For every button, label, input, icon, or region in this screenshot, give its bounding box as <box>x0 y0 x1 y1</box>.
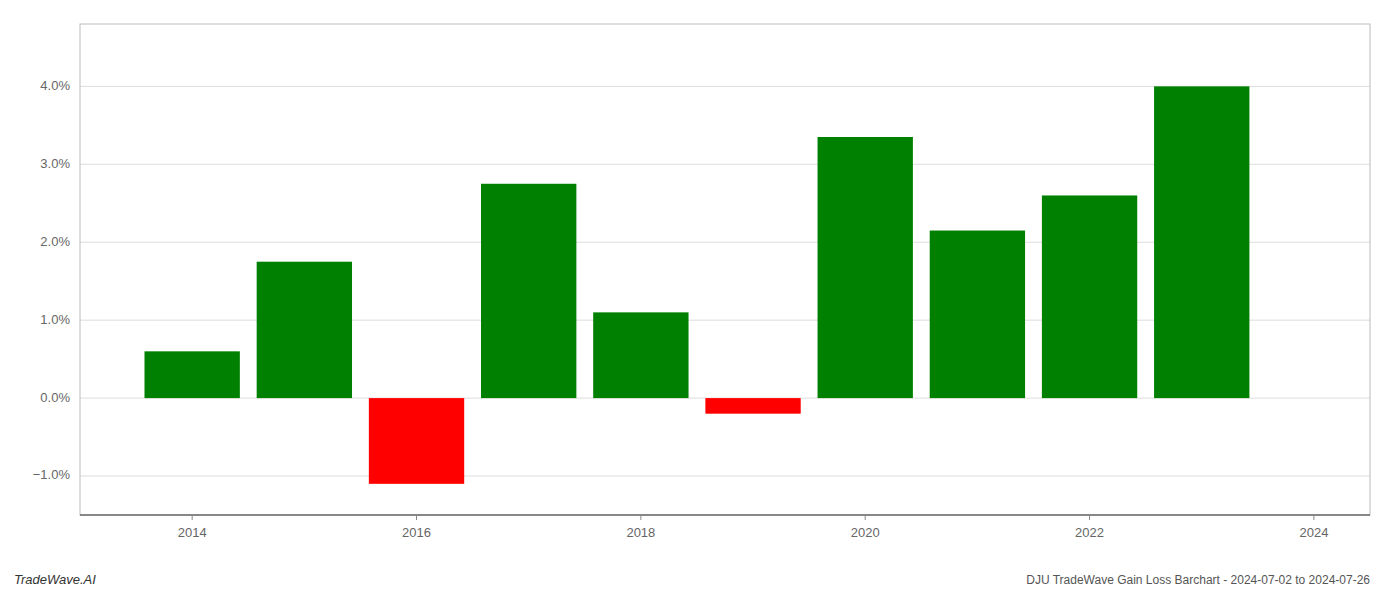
bar <box>145 351 240 398</box>
x-tick-label: 2016 <box>402 525 431 540</box>
y-tick-label: 0.0% <box>40 390 70 405</box>
y-tick-label: 1.0% <box>40 312 70 327</box>
watermark: TradeWave.AI <box>14 572 96 587</box>
x-ticks: 2014 2016 2018 2020 2022 2024 <box>178 515 1329 540</box>
grid-line <box>80 476 1370 477</box>
y-tick-label: 2.0% <box>40 234 70 249</box>
y-tick-label: 4.0% <box>40 78 70 93</box>
y-tick-label: −1.0% <box>33 467 71 482</box>
x-tick <box>416 515 417 520</box>
x-tick-label: 2020 <box>851 525 880 540</box>
x-tick-label: 2024 <box>1299 525 1328 540</box>
bar <box>593 312 688 398</box>
x-tick <box>640 515 641 520</box>
bar <box>369 398 464 484</box>
plot-frame <box>80 24 1370 515</box>
x-tick <box>1313 515 1314 520</box>
x-axis-line <box>80 514 1370 515</box>
y-grid <box>80 86 1370 476</box>
x-tick-label: 2014 <box>178 525 207 540</box>
bar <box>818 137 913 398</box>
x-tick <box>192 515 193 520</box>
bar <box>257 262 352 398</box>
background <box>0 0 1400 600</box>
bar <box>481 184 576 398</box>
bar <box>1042 195 1137 398</box>
y-tick-label: 3.0% <box>40 156 70 171</box>
bar <box>930 231 1025 399</box>
title: DJU TradeWave Gain Loss Barchart - 2024-… <box>1026 573 1370 587</box>
x-tick-label: 2022 <box>1075 525 1104 540</box>
bar <box>1154 86 1249 398</box>
chart: −1.0% 0.0% 1.0% 2.0% 3.0% 4.0% 2014 2016 2018 202… <box>0 0 1400 600</box>
x-tick <box>1089 515 1090 520</box>
x-tick-label: 2018 <box>626 525 655 540</box>
bar <box>705 398 800 414</box>
x-tick <box>865 515 866 520</box>
